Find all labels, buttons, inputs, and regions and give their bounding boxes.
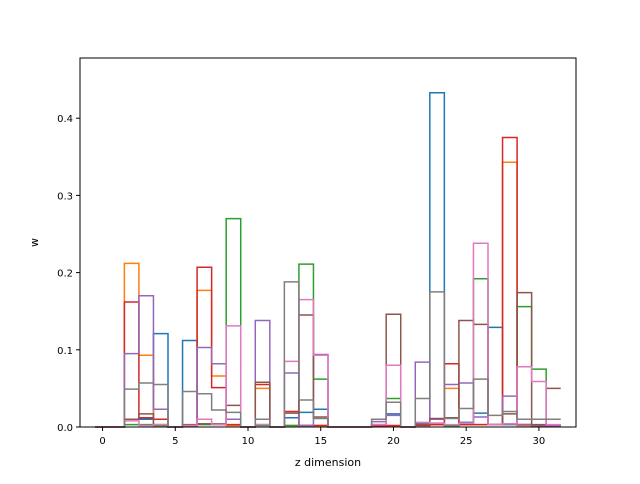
x-tick-label: 0 xyxy=(99,436,105,447)
x-tick-label: 5 xyxy=(172,436,178,447)
x-axis-label: z dimension xyxy=(295,456,361,469)
plot-frame xyxy=(79,57,577,428)
series-layer xyxy=(95,91,561,428)
x-tick-label: 30 xyxy=(533,436,546,447)
y-tick-label: 0.3 xyxy=(57,191,73,202)
x-tick-label: 20 xyxy=(387,436,400,447)
x-tick-label: 10 xyxy=(242,436,255,447)
y-tick-label: 0.4 xyxy=(57,114,73,125)
y-axis-ticks: 0.0 0.1 0.2 0.3 0.4 xyxy=(57,114,80,434)
x-tick-label: 15 xyxy=(314,436,327,447)
x-tick-label: 25 xyxy=(460,436,473,447)
series-line-7 xyxy=(95,242,561,428)
y-tick-label: 0.1 xyxy=(57,346,73,357)
y-axis-label: w xyxy=(28,238,41,247)
x-axis-ticks: 0 5 10 15 20 25 30 xyxy=(99,427,545,447)
y-tick-label: 0.0 xyxy=(57,423,73,434)
y-tick-label: 0.2 xyxy=(57,269,73,280)
